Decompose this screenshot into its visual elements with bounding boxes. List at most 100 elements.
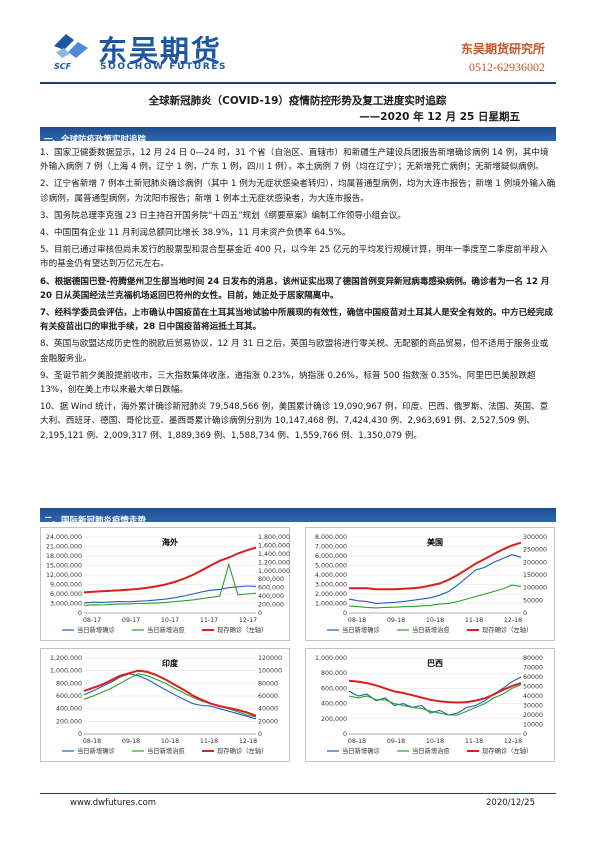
footer-website: www.dwfutures.com (70, 798, 157, 808)
section-heading-text: 二、国际新冠肺炎疫情走势 (44, 516, 147, 526)
y-left-tick-label: 4,000,000 (315, 572, 347, 579)
x-tick-label: 10-18 (426, 738, 444, 745)
x-tick-label: 08-18 (83, 738, 101, 745)
y-left-tick-label: 1,000,000 (315, 655, 347, 662)
x-tick-label: 09-18 (387, 617, 405, 624)
x-tick-label: 11-18 (465, 617, 483, 624)
y-left-tick-label: 200,000 (56, 718, 82, 725)
institute-name: 东吴期货研究所 (460, 42, 545, 56)
series-line-0 (83, 585, 257, 604)
header-divider (40, 82, 556, 84)
legend-label: 当日新增治愈 (412, 746, 450, 755)
y-right-tick-label: 250000 (523, 547, 547, 554)
y-right-tick-label: 0 (523, 731, 527, 738)
y-left-tick-label: 800,000 (321, 670, 347, 677)
legend-label: 当日新增治愈 (412, 625, 450, 634)
news-item: 4、中国国有企业 11 月利润总额同比增长 38.9%，11 月末资产负债率 6… (40, 228, 351, 239)
phone-number: 0512-62936002 (469, 60, 545, 74)
footer-divider (40, 793, 556, 794)
x-tick-label: 12-18 (504, 617, 522, 624)
chart-india: 0 200,000 400,000 600,000 800,000 1,000,000 1,… (40, 648, 290, 762)
news-item: 9、圣诞节前夕美股提前收市，三大指数集体收涨，道指涨 0.23%，纳指涨 0.2… (40, 370, 536, 396)
logo-abbrev: SCF (54, 62, 72, 71)
series-line-2 (348, 679, 522, 704)
y-right-tick-label: 0 (258, 731, 262, 738)
y-left-tick-label: 8,000,000 (315, 534, 347, 541)
legend-label: 现存确诊（左轴） (482, 746, 532, 755)
y-left-tick-label: 21,000,000 (46, 544, 82, 551)
y-left-tick-label: 0 (78, 731, 82, 738)
x-tick-label: 11-18 (465, 738, 483, 745)
y-right-tick-label: 1,800,000 (258, 534, 290, 541)
y-left-tick-label: 5,000,000 (315, 563, 347, 570)
y-right-tick-label: 100000 (523, 585, 547, 592)
y-right-tick-label: 80000 (523, 655, 543, 662)
x-tick-label: 08-18 (348, 617, 366, 624)
series-line-1 (348, 584, 522, 609)
y-right-tick-label: 20000 (523, 712, 543, 719)
y-left-tick-label: 3,000,000 (50, 601, 82, 608)
legend-label: 当日新增治愈 (147, 746, 185, 755)
y-left-tick-label: 12,000,000 (46, 572, 82, 579)
news-item: 10、据 Wind 统计，海外累计确诊新冠肺炎 79,548,566 例，美国累… (40, 402, 549, 441)
y-left-tick-label: 800,000 (56, 680, 82, 687)
y-left-tick-label: 400,000 (56, 706, 82, 713)
y-right-tick-label: 60000 (523, 674, 543, 681)
y-right-tick-label: 0 (258, 610, 262, 617)
y-right-tick-label: 50000 (523, 684, 543, 691)
y-right-tick-label: 60000 (258, 693, 278, 700)
news-item: 8、英国与欧盟达成历史性的脱欧后贸易协议，12 月 31 日之后，英国与欧盟将进… (40, 339, 549, 364)
y-left-tick-label: 3,000,000 (315, 582, 347, 589)
chart-brazil: 0 200,000 400,000 600,000 800,000 1,000,000 0 1… (305, 648, 555, 762)
y-left-tick-label: 1,200,000 (50, 655, 82, 662)
y-right-tick-label: 1,400,000 (258, 551, 290, 558)
y-right-tick-label: 300000 (523, 534, 547, 541)
legend-label: 现存确诊（左轴） (217, 746, 267, 755)
chart-overseas: 0 3,000,000 6,000,000 9,000,000 12,000,000 15… (40, 527, 290, 641)
y-left-tick-label: 6,000,000 (315, 553, 347, 560)
section-heading-trend: 二、国际新冠肺炎疫情走势 (40, 508, 556, 526)
y-left-tick-label: 9,000,000 (50, 582, 82, 589)
chart-title: 海外 (162, 537, 178, 547)
x-tick-label: 12-18 (504, 738, 522, 745)
news-list: 1、国家卫健委数据显示，12 月 24 日 0—24 时，31 个省（自治区、直… (40, 146, 556, 446)
company-logo-icon (50, 30, 92, 72)
y-left-tick-label: 6,000,000 (50, 591, 82, 598)
chart-svg: 0200,000400,000600,000800,0001,000,00001… (305, 648, 555, 762)
section-heading-policy: 一、全球防疫政策实时追踪 (40, 127, 556, 145)
section-heading-text: 一、全球防疫政策实时追踪 (44, 135, 147, 145)
legend-label: 当日新增确诊 (77, 625, 115, 634)
series-line-1 (83, 562, 257, 606)
y-right-tick-label: 1,600,000 (258, 542, 290, 549)
x-tick-label: 11-18 (200, 738, 218, 745)
y-left-tick-label: 24,000,000 (46, 534, 82, 541)
news-item: 1、国家卫健委数据显示，12 月 24 日 0—24 时，31 个省（自治区、直… (40, 148, 549, 173)
chart-svg: 0 1,000,000 2,000,000 3,000,000 4,000,000 5,0… (305, 527, 555, 641)
news-item: 2、辽宁省新增 7 例本土新冠肺炎确诊病例（其中 1 例为无症状感染者转归），均… (40, 179, 556, 204)
x-tick-label: 09-18 (387, 738, 405, 745)
x-tick-label: 11-17 (200, 617, 218, 624)
x-tick-label: 09-18 (122, 738, 140, 745)
y-left-tick-label: 7,000,000 (315, 544, 347, 551)
y-left-tick-label: 0 (343, 610, 347, 617)
brand-name: 东吴期货 (98, 34, 223, 68)
legend-label: 现存确诊（左轴） (482, 625, 532, 634)
y-right-tick-label: 150000 (523, 572, 547, 579)
chart-usa: 0 1,000,000 2,000,000 3,000,000 4,000,000 5,0… (305, 527, 555, 641)
news-item: 7、经科学委员会评估，上市确认中国疫苗在土耳其当地试验中所展现的有效性，确信中国… (40, 308, 554, 333)
y-right-tick-label: 400,000 (258, 593, 284, 600)
chart-svg: 0 200,000 400,000 600,000 800,000 1,000,000 1,… (40, 648, 290, 762)
y-right-tick-label: 200,000 (258, 602, 284, 609)
chart-title: 印度 (162, 658, 179, 668)
y-right-tick-label: 1,000,000 (258, 568, 290, 575)
report-title: 全球新冠肺炎（COVID-19）疫情防控形势及复工进度实时追踪 (148, 95, 447, 107)
y-left-tick-label: 600,000 (56, 693, 82, 700)
series-line-0 (348, 554, 522, 604)
chart-title: 美国 (427, 537, 443, 547)
legend-label: 当日新增确诊 (342, 625, 380, 634)
chart-svg: 0 3,000,000 6,000,000 9,000,000 12,000,000 15… (40, 527, 290, 641)
y-left-tick-label: 400,000 (321, 701, 347, 708)
y-right-tick-label: 20000 (258, 718, 278, 725)
news-item: 5、目前已通过审核但尚未发行的股票型和混合型基金近 400 只，以今年 25 亿… (40, 245, 548, 270)
y-right-tick-label: 800,000 (258, 576, 284, 583)
